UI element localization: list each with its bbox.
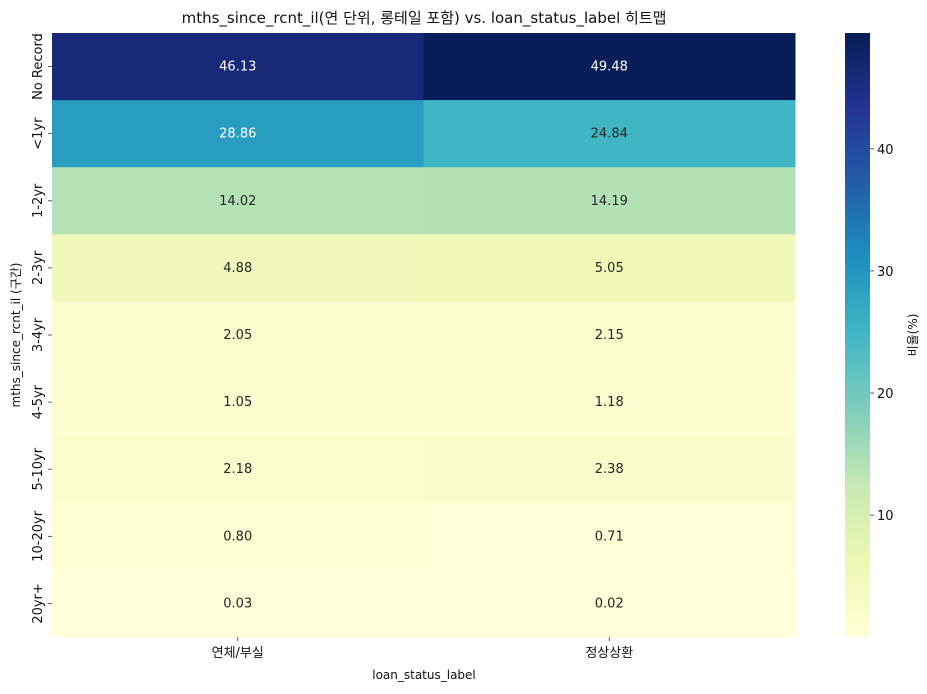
colorbar-tick-label: 20 xyxy=(877,387,894,402)
cell-value-label: 49.48 xyxy=(591,60,628,75)
y-tick-label: 3-4yr xyxy=(31,317,46,352)
heatmap-cells xyxy=(52,33,796,638)
cell-value-label: 0.71 xyxy=(595,529,624,544)
y-tick-label: 20yr+ xyxy=(31,583,46,623)
cell-value-label: 2.18 xyxy=(223,462,252,477)
colorbar-ticks: 10 20 30 40 xyxy=(870,143,894,524)
heatmap-cell xyxy=(52,33,424,101)
heatmap-cell xyxy=(423,435,796,504)
cell-value-label: 0.03 xyxy=(223,596,252,611)
y-tick-label: 4-5yr xyxy=(31,384,46,419)
cell-value-label: 24.84 xyxy=(591,127,628,142)
heatmap-cell xyxy=(423,368,796,437)
colorbar-gradient xyxy=(845,33,870,637)
heatmap-cell xyxy=(52,301,424,370)
colorbar-tick-label: 30 xyxy=(877,265,894,280)
cell-value-label: 5.05 xyxy=(595,261,624,276)
cell-value-label: 14.19 xyxy=(591,194,628,209)
x-tick-labels: 연체/부실 정상상환 xyxy=(212,637,633,661)
cell-value-label: 0.02 xyxy=(595,596,624,611)
y-tick-label: 2-3yr xyxy=(31,250,46,285)
heatmap-cell xyxy=(52,569,424,638)
colorbar: 10 20 30 40 비율(%) xyxy=(845,33,920,637)
heatmap-cell xyxy=(52,502,424,571)
x-tick-label: 연체/부실 xyxy=(212,646,264,661)
cell-value-label: 2.05 xyxy=(223,328,252,343)
heatmap-cell xyxy=(52,167,424,235)
y-tick-label: 1-2yr xyxy=(31,183,46,218)
cell-value-label: 14.02 xyxy=(219,194,256,209)
heatmap-cell xyxy=(423,33,796,101)
x-axis-label: loan_status_label xyxy=(372,668,476,682)
colorbar-label: 비율(%) xyxy=(906,314,920,357)
heatmap-cell xyxy=(52,234,424,302)
y-tick-label: 10-20yr xyxy=(31,510,46,561)
y-tick-label: 5-10yr xyxy=(31,447,46,490)
chart-title: mths_since_rcnt_il(연 단위, 롱테일 포함) vs. loa… xyxy=(182,9,667,28)
cell-value-labels: 46.13 49.48 28.86 24.84 14.02 14.19 4.88 5.05 2.… xyxy=(219,60,628,612)
y-tick-labels: No Record <1yr 1-2yr 2-3yr 3-4yr 4-5yr 5-10yr 1… xyxy=(31,33,52,624)
heatmap-cell xyxy=(423,502,796,571)
heatmap-cell xyxy=(423,167,796,235)
x-tick-label: 정상상환 xyxy=(585,646,633,661)
heatmap-cell xyxy=(52,435,424,504)
cell-value-label: 1.18 xyxy=(595,395,624,410)
cell-value-label: 0.80 xyxy=(223,529,252,544)
cell-value-label: 1.05 xyxy=(223,395,252,410)
y-tick-label: No Record xyxy=(31,33,46,100)
heatmap-cell xyxy=(423,100,796,168)
cell-value-label: 4.88 xyxy=(223,261,252,276)
heatmap-cell xyxy=(423,569,796,638)
cell-value-label: 2.38 xyxy=(595,462,624,477)
heatmap-cell xyxy=(423,234,796,302)
y-axis-label: mths_since_rcnt_il (구간) xyxy=(9,263,23,408)
colorbar-tick-label: 40 xyxy=(877,143,894,158)
heatmap-cell xyxy=(423,301,796,370)
cell-value-label: 46.13 xyxy=(219,60,256,75)
heatmap-cell xyxy=(52,100,424,168)
heatmap-cell xyxy=(52,368,424,437)
cell-value-label: 28.86 xyxy=(219,127,256,142)
y-tick-label: <1yr xyxy=(31,117,46,150)
colorbar-tick-label: 10 xyxy=(877,509,894,524)
cell-value-label: 2.15 xyxy=(595,328,624,343)
